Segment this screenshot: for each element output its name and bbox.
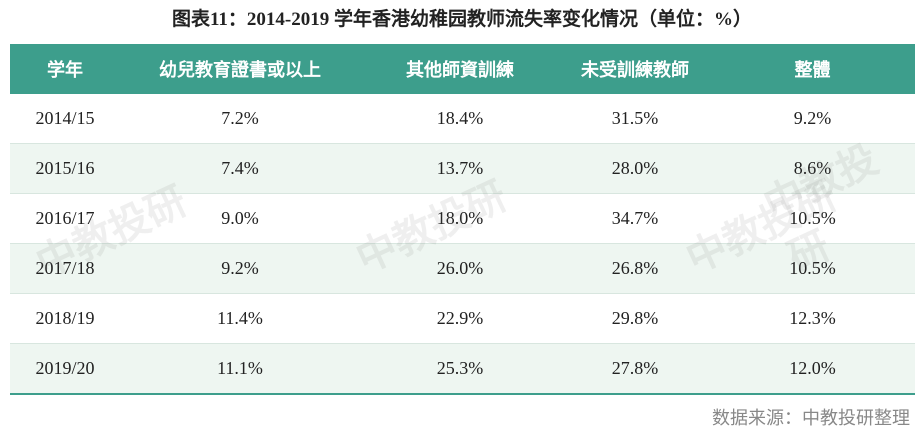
title: 图表11：2014-2019 学年香港幼稚园教师流失率变化情况（单位：%） <box>171 9 753 30</box>
table-cell: 2018/19 <box>35 308 95 328</box>
header-row: 学年 幼兒教育證書或以上 其他師資訓練 未受訓練教師 整體 <box>10 44 915 94</box>
table-cell: 7.2% <box>221 108 259 128</box>
column-header: 整體 <box>794 60 831 81</box>
table-cell: 26.8% <box>611 258 659 278</box>
table-row: 2018/19 11.4% 22.9% 29.8% 12.3% <box>10 294 915 344</box>
table-row: 2015/16 7.4% 13.7% 28.0% 8.6% <box>10 144 915 194</box>
table-row: 2014/15 7.2% 18.4% 31.5% 9.2% <box>10 94 915 144</box>
table-cell: 2014/15 <box>35 108 95 128</box>
table-cell: 12.0% <box>789 358 836 378</box>
table-cell: 7.4% <box>221 158 259 178</box>
table: 学年 幼兒教育證書或以上 其他師資訓練 未受訓練教師 整體 2014/15 7.2% 18.4… <box>10 44 915 395</box>
table-cell: 22.9% <box>436 308 484 328</box>
table-cell: 10.5% <box>789 208 836 228</box>
table-cell: 18.4% <box>436 108 484 128</box>
table-cell: 9.0% <box>221 208 259 228</box>
column-header: 未受訓練教師 <box>581 60 689 81</box>
table-cell: 12.3% <box>789 308 836 328</box>
table-cell: 2017/18 <box>35 258 95 278</box>
table-cell: 18.0% <box>436 208 484 228</box>
table-row: 2017/18 9.2% 26.0% 26.8% 10.5% <box>10 244 915 294</box>
table-cell: 31.5% <box>611 108 659 128</box>
table-cell: 2016/17 <box>35 208 95 228</box>
table-cell: 26.0% <box>436 258 484 278</box>
source: 数据来源：中教投研整理 <box>712 408 910 429</box>
table-row: 2016/17 9.0% 18.0% 34.7% 10.5% <box>10 194 915 244</box>
table-cell: 11.4% <box>217 308 263 328</box>
table-cell: 34.7% <box>611 208 659 228</box>
table-cell: 9.2% <box>221 258 259 278</box>
table-cell: 9.2% <box>793 108 832 128</box>
table-cell: 25.3% <box>436 358 484 378</box>
table-cell: 2015/16 <box>35 158 95 178</box>
table-cell: 13.7% <box>436 158 484 178</box>
table-cell: 8.6% <box>793 158 832 178</box>
table-row: 2019/20 11.1% 25.3% 27.8% 12.0% <box>10 344 915 395</box>
table-cell: 27.8% <box>611 358 659 378</box>
table-cell: 28.0% <box>611 158 659 178</box>
column-header: 幼兒教育證書或以上 <box>159 60 321 81</box>
column-header: 学年 <box>47 60 83 81</box>
table-cell: 2019/20 <box>35 358 95 378</box>
table-cell: 10.5% <box>789 258 836 278</box>
column-header: 其他師資訓練 <box>406 60 514 81</box>
table-cell: 29.8% <box>611 308 659 328</box>
table-cell: 11.1% <box>217 358 263 378</box>
